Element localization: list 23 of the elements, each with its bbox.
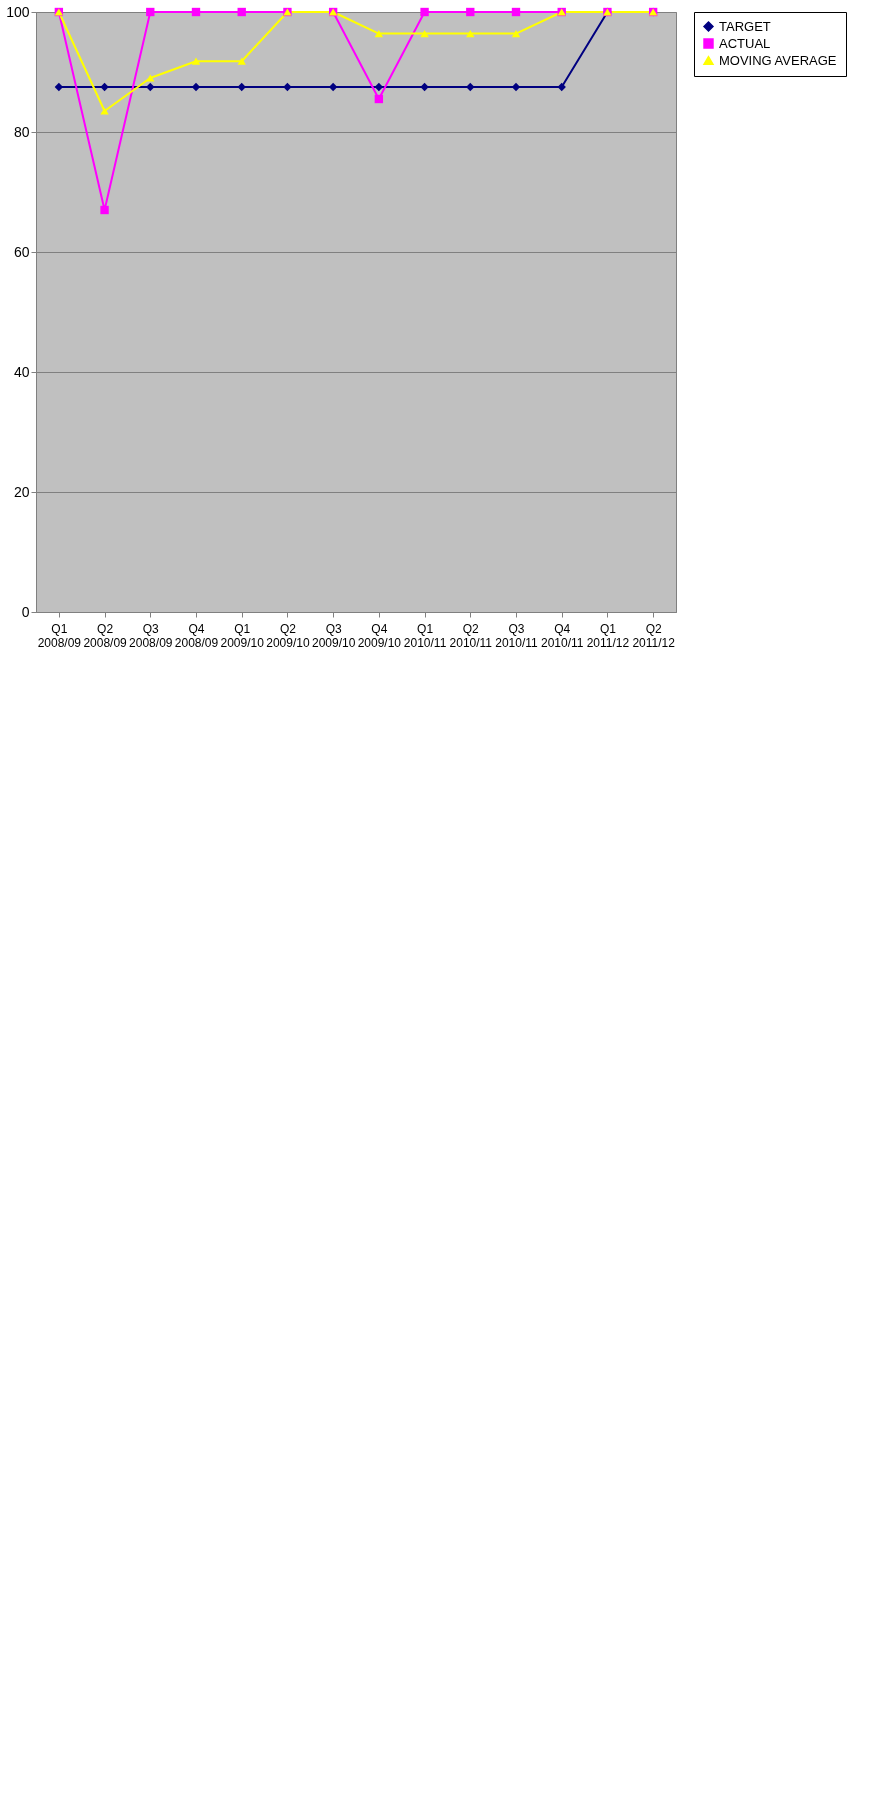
x-tick-label: Q1 2011/12 (586, 621, 630, 650)
x-tick-label: Q2 2009/10 (266, 621, 310, 650)
x-tick-label: Q2 2011/12 (632, 621, 676, 650)
x-tick-label: Q3 2009/10 (311, 621, 356, 650)
y-tick-label: 20 (13, 483, 30, 500)
y-tick-label: 100 (6, 3, 30, 20)
y-tick-label: 60 (13, 243, 30, 260)
y-tick-label: 0 (21, 603, 30, 620)
x-tick-label: Q2 2010/11 (449, 621, 493, 650)
y-tick-label: 40 (13, 363, 30, 380)
x-tick-label: Q2 2008/09 (83, 621, 128, 650)
x-tick-label: Q4 2008/09 (174, 621, 219, 650)
x-tick-label: Q1 2009/10 (220, 621, 265, 650)
x-tick-label: Q3 2010/11 (495, 621, 539, 650)
x-tick-label: Q3 2008/09 (129, 621, 173, 650)
legend-label: MOVING AVERAGE (719, 52, 837, 68)
legend-label: TARGET (719, 18, 771, 34)
x-tick-label: Q4 2009/10 (357, 621, 402, 650)
x-tick-label: Q4 2010/11 (540, 621, 584, 650)
y-tick-label: 80 (13, 123, 30, 140)
x-tick-label: Q1 2010/11 (403, 621, 447, 650)
x-tick-label: Q1 2008/09 (37, 621, 82, 650)
legend-label: ACTUAL (719, 35, 771, 51)
